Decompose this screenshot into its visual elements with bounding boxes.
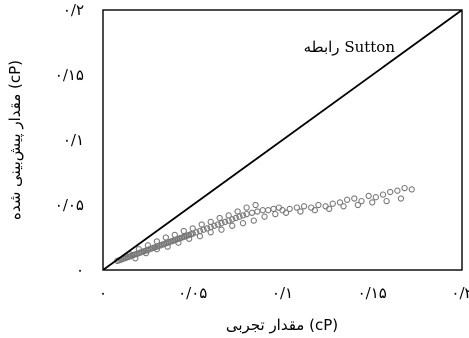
x-axis-title: مقدار تجربی (cP) (226, 316, 338, 334)
data-point (186, 235, 193, 242)
y-axis-ticks: ۰ ۰/۰۵ ۰/۱ ۰/۱۵ ۰/۲ (55, 1, 84, 279)
data-point (379, 191, 387, 198)
data-point (261, 213, 268, 220)
x-tick-label: ۰/۱ (272, 284, 293, 302)
data-point (329, 200, 336, 207)
x-tick-label: ۰/۲ (451, 284, 469, 302)
data-point (315, 201, 322, 209)
y-tick-label: ۰/۱ (63, 131, 84, 149)
data-point (229, 222, 236, 229)
data-point (203, 225, 211, 232)
data-point (229, 216, 236, 223)
data-point (218, 220, 225, 227)
data-point (365, 192, 372, 200)
data-point (211, 222, 218, 229)
data-point (264, 207, 272, 214)
data-point (239, 220, 247, 227)
data-point (383, 197, 390, 205)
data-point (297, 208, 304, 215)
data-point (343, 196, 351, 203)
data-points (114, 184, 415, 265)
reference-line (102, 9, 463, 271)
data-point (369, 199, 376, 206)
y-tick-label: ۰/۲ (63, 1, 84, 19)
data-point (162, 234, 169, 241)
data-point (254, 208, 261, 215)
data-point (232, 214, 239, 222)
data-point (293, 204, 301, 211)
data-point (207, 218, 214, 226)
data-point (189, 225, 196, 232)
plot-frame (102, 9, 463, 271)
data-point (248, 209, 256, 216)
y-tick-label: ۰/۰۵ (55, 196, 84, 214)
data-point (300, 203, 308, 210)
data-point (239, 212, 247, 219)
data-point (221, 218, 229, 226)
data-point (259, 207, 266, 214)
data-point (340, 203, 347, 210)
data-point (387, 188, 394, 196)
data-point (144, 242, 152, 249)
data-point (250, 217, 257, 224)
data-point (326, 205, 333, 213)
data-point (193, 229, 200, 236)
data-point (270, 205, 277, 213)
data-point (286, 205, 293, 213)
data-point (126, 251, 134, 258)
y-tick-label: ۰ (76, 261, 84, 279)
data-point (207, 229, 214, 236)
data-point (196, 233, 204, 240)
x-tick-label: ۰ (99, 284, 107, 302)
data-point (214, 221, 222, 228)
data-point (216, 214, 223, 222)
data-point (401, 184, 408, 192)
x-tick-label: ۰/۱۵ (358, 284, 387, 302)
data-point (200, 226, 207, 233)
data-point (175, 239, 182, 246)
data-point (358, 197, 365, 205)
data-point (225, 212, 232, 219)
data-point (198, 221, 205, 228)
data-point (397, 195, 405, 202)
data-point (142, 249, 150, 257)
data-point (135, 246, 143, 253)
data-point (354, 201, 362, 209)
data-point (394, 187, 401, 194)
data-point (311, 207, 318, 214)
data-point (234, 208, 241, 215)
y-axis-title: مقدار پیش‌بینی شده (cP) (6, 60, 25, 220)
data-point (132, 255, 139, 262)
data-point (218, 226, 225, 233)
data-point (171, 231, 178, 239)
data-point (236, 213, 243, 220)
annotation-label: رابطه Sutton (304, 38, 396, 56)
data-point (282, 209, 290, 216)
x-tick-label: ۰/۰۵ (178, 284, 207, 302)
data-point (153, 238, 160, 245)
data-point (180, 227, 187, 235)
data-point (252, 201, 259, 209)
x-axis-ticks: ۰ ۰/۰۵ ۰/۱ ۰/۱۵ ۰/۲ (99, 284, 469, 302)
data-point (272, 210, 279, 218)
data-point (336, 199, 344, 206)
data-point (153, 246, 160, 253)
data-point (351, 195, 358, 202)
data-point (372, 194, 379, 201)
y-tick-label: ۰/۱۵ (55, 66, 84, 84)
data-point (408, 186, 415, 193)
data-point (164, 243, 171, 250)
data-point (243, 204, 250, 211)
